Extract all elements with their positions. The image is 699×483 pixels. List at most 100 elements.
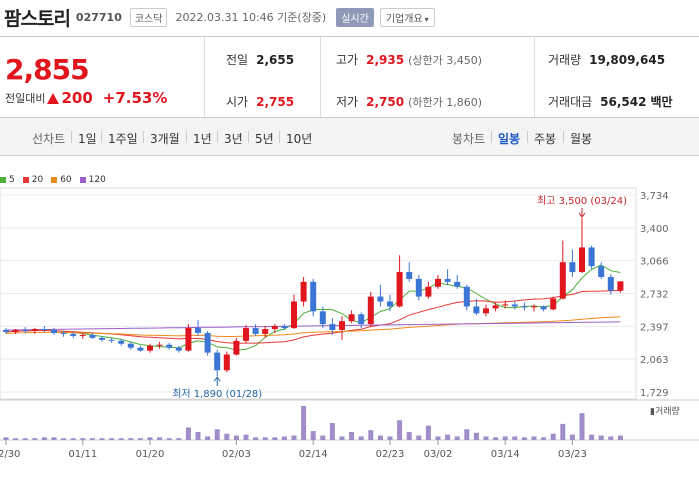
current-price-box: 2,855 전일대비 200 +7.53% (0, 37, 205, 117)
volume-bar (512, 436, 518, 440)
volume-bar (464, 429, 470, 440)
volume-bar (61, 438, 67, 440)
candle-body (108, 339, 115, 341)
candle-body (60, 332, 67, 334)
volume-bar (253, 437, 259, 440)
chevron-down-icon: ▾ (424, 14, 429, 24)
change-value: 200 (61, 89, 93, 107)
tab-period-3y[interactable]: 3년 (224, 132, 243, 146)
volume-bar (387, 436, 393, 440)
tab-period-1d[interactable]: 1일 (78, 132, 97, 146)
volume-bar (320, 435, 326, 440)
candle-body (310, 281, 317, 312)
x-tick-label: 02/14 (299, 449, 328, 460)
candle-body (223, 354, 230, 371)
x-tick-label: 02/03 (222, 449, 251, 460)
volume-bar (214, 429, 220, 440)
volume-bar (617, 435, 623, 440)
volume-bar (147, 437, 153, 440)
volume-bar (454, 436, 460, 440)
up-triangle-icon (47, 92, 60, 104)
tab-period-10y[interactable]: 10년 (286, 132, 313, 146)
volume-bar (425, 425, 431, 440)
x-tick-label: 02/23 (376, 449, 405, 460)
volume-bar (243, 434, 249, 440)
volume-bar (608, 436, 614, 440)
candle-body (348, 314, 355, 322)
volume-bar (445, 434, 451, 440)
candle-body (444, 278, 451, 282)
candle-body (252, 328, 259, 334)
volume-bar (51, 437, 57, 440)
company-info-button[interactable]: 기업개요 ▾ (379, 7, 435, 27)
ma-legend: 5 20 60 120 (0, 173, 114, 187)
volume-bar (329, 423, 335, 440)
candle-body (569, 262, 576, 273)
volume-bar (281, 436, 287, 440)
candle-body (588, 247, 595, 267)
x-tick-label: 12/30 (0, 449, 20, 460)
tab-period-5y[interactable]: 5년 (255, 132, 274, 146)
volume-bar (205, 436, 211, 440)
candle-body (12, 330, 19, 332)
volume-bar (80, 438, 86, 440)
ma60-line (5, 316, 621, 338)
volume-bar (521, 437, 527, 440)
change-label: 전일대비 (5, 92, 46, 105)
low-stat: 저가 2,750 (하한가 1,860) (336, 95, 482, 109)
volume-bar (550, 433, 556, 440)
tab-period-3m[interactable]: 3개월 (150, 132, 180, 146)
candle-body (483, 308, 489, 314)
tab-period-1w[interactable]: 1주일 (108, 132, 138, 146)
max-arrowhead (578, 212, 586, 218)
candle-body (559, 262, 566, 299)
legend-ma5: 5 (0, 175, 15, 185)
candle-body (387, 301, 393, 307)
y-tick-label: 3,400 (640, 224, 669, 235)
candle-body (579, 247, 585, 273)
candlestick-chart[interactable]: 3,734 3,400 3,066 2,732 2,397 2,063 1,729 ▮거래량… (0, 160, 699, 483)
volume-stat: 거래량 19,809,645 (548, 53, 666, 67)
y-tick-label: 2,063 (640, 355, 669, 366)
candle-body (51, 330, 57, 333)
candle-body (3, 330, 9, 332)
chart-tabs: 선차트 1일 1주일 3개월 1년 3년 5년 10년 봉차트 일봉 주봉 월봉 (0, 118, 699, 156)
candle-body (415, 278, 422, 297)
tab-period-1y[interactable]: 1년 (193, 132, 212, 146)
candle-body (396, 272, 403, 307)
volume-bar (416, 435, 422, 440)
volume-bar (22, 438, 28, 440)
candle-body (41, 329, 48, 331)
tab-daily-candle[interactable]: 일봉 (498, 132, 521, 146)
stock-name: 팜스토리 (4, 7, 71, 30)
volume-bar (560, 423, 566, 440)
candle-body (367, 296, 374, 325)
tab-weekly-candle[interactable]: 주봉 (534, 132, 557, 146)
candle-body (329, 324, 336, 331)
volume-bar (41, 437, 47, 440)
volume-bar (310, 431, 316, 440)
volume-bar (435, 436, 441, 440)
volume-bar (531, 436, 537, 440)
candle-body (262, 329, 269, 334)
volume-bar (70, 438, 76, 440)
y-tick-label: 2,397 (640, 322, 669, 333)
candle-body (204, 332, 211, 353)
candle-body (243, 328, 249, 341)
candle-body (271, 326, 278, 330)
volume-bar (473, 432, 479, 440)
volume-bar (195, 431, 201, 440)
candle-body (31, 329, 38, 331)
volume-bar (349, 431, 355, 440)
tab-monthly-candle[interactable]: 월봉 (570, 132, 593, 146)
max-annotation: 최고 3,500 (03/24) (537, 195, 627, 207)
volume-bar (109, 438, 115, 440)
candle-body (79, 334, 86, 336)
volume-bar (291, 435, 297, 440)
volume-bar (233, 435, 239, 440)
volume-bar (397, 420, 403, 440)
line-chart-label: 선차트 (32, 132, 66, 146)
realtime-button[interactable]: 실시간 (336, 7, 374, 27)
volume-bar (99, 438, 105, 440)
candle-body (233, 340, 240, 355)
